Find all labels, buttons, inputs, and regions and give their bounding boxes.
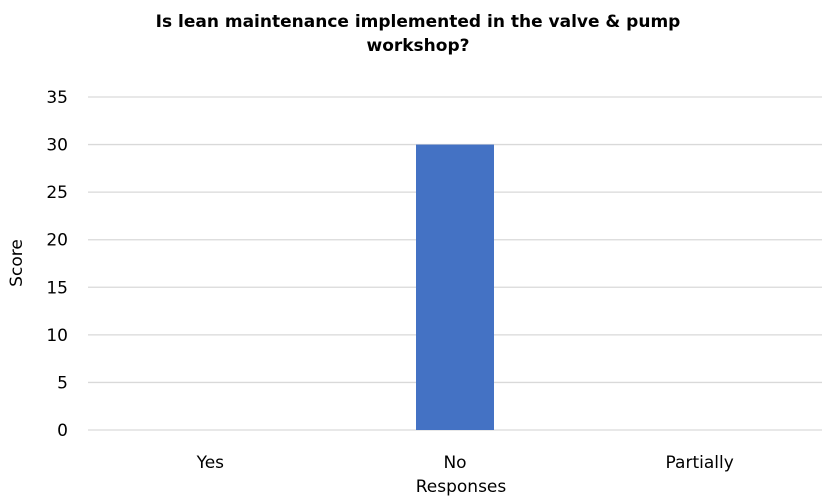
y-axis-tick-labels: 0 5 10 15 20 25 30 35 <box>46 88 68 441</box>
x-tick-label-partially: Partially <box>666 453 734 473</box>
y-tick-label-25: 25 <box>46 183 68 203</box>
chart-title-line-2: workshop? <box>366 36 469 56</box>
y-tick-label-10: 10 <box>46 326 68 346</box>
x-tick-label-yes: Yes <box>196 453 225 473</box>
chart-title-line-1: Is lean maintenance implemented in the v… <box>156 12 681 32</box>
y-tick-label-15: 15 <box>46 278 68 298</box>
x-axis-label: Responses <box>416 477 507 497</box>
y-tick-label-20: 20 <box>46 231 68 251</box>
y-tick-label-30: 30 <box>46 136 68 156</box>
x-tick-label-no: No <box>443 453 466 473</box>
bar-no <box>416 144 494 431</box>
y-tick-label-5: 5 <box>57 373 68 393</box>
chart-title: Is lean maintenance implemented in the v… <box>156 12 681 56</box>
x-axis-tick-labels: Yes No Partially <box>196 453 734 473</box>
y-tick-label-35: 35 <box>46 88 68 108</box>
y-axis-label: Score <box>7 239 27 287</box>
bars <box>416 144 494 431</box>
y-tick-label-0: 0 <box>57 421 68 441</box>
